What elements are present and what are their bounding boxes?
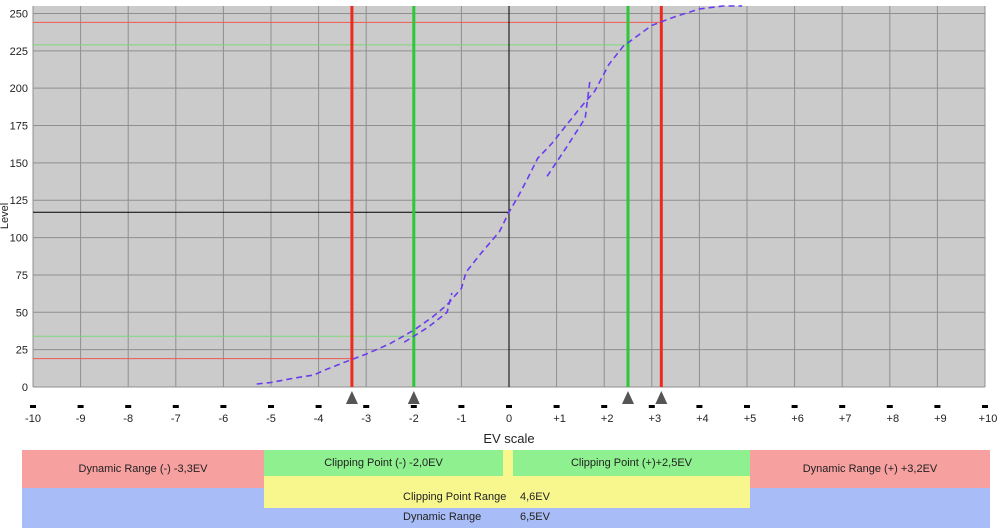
x-tick-mark (696, 405, 703, 408)
reference-level-lines (33, 6, 662, 387)
marker-triangle-icon (345, 391, 358, 404)
dynamic-range-pos-label: Dynamic Range (+) +3,2EV (802, 463, 938, 475)
x-tick-mark (363, 405, 370, 408)
marker-triangle-icon (655, 391, 668, 404)
clipping-pos-band: Clipping Point (+)+2,5EV (513, 450, 750, 476)
clipping-pos-label: Clipping Point (+)+2,5EV (570, 457, 693, 469)
dynamic-range-pos-band: Dynamic Range (+) +3,2EV (750, 450, 990, 488)
dynamic-range-band-right (750, 488, 990, 508)
y-tick-label: 250 (10, 8, 28, 20)
x-tick-mark (744, 405, 750, 408)
marker-lines (350, 6, 663, 387)
x-tick-label: +2 (601, 413, 614, 425)
x-tick-mark (77, 405, 84, 408)
x-tick-label: -7 (171, 413, 181, 425)
marker-triangle-icon (622, 391, 634, 404)
y-axis-label: Level (0, 203, 11, 229)
x-tick-label: +7 (839, 413, 852, 425)
x-tick-label: +5 (744, 413, 757, 425)
y-tick-label: 25 (16, 345, 28, 357)
x-tick-label: +3 (649, 413, 662, 425)
x-tick-label: +6 (791, 413, 804, 425)
clipping-range-band (264, 488, 750, 508)
clipping-range-value: 4,6EV (520, 491, 550, 503)
x-tick-label: -8 (123, 413, 133, 425)
series-line (546, 80, 591, 177)
y-tick-labels: 0 25 50 75 100 125 150 175 200 225 250 (10, 8, 28, 394)
marker-triangles (345, 391, 668, 404)
x-tick-label: -5 (266, 413, 276, 425)
x-tick-mark (220, 405, 227, 408)
x-tick-label: +1 (553, 413, 566, 425)
series-line (256, 5, 743, 385)
x-axis-label: EV scale (483, 431, 534, 446)
x-tick-mark (315, 405, 322, 408)
x-tick-mark (601, 405, 608, 408)
x-tick-label: -3 (361, 413, 371, 425)
x-tick-label: -9 (76, 413, 86, 425)
x-tick-mark (172, 405, 179, 408)
x-tick-mark (648, 405, 655, 408)
dynamic-range-neg-label: Dynamic Range (-) -3,3EV (78, 463, 208, 475)
x-tick-label: +8 (887, 413, 900, 425)
clipping-range-band-top (264, 476, 750, 488)
y-tick-label: 225 (10, 46, 28, 58)
x-tick-mark (934, 405, 941, 408)
clipping-zero-gap (503, 450, 513, 476)
y-tick-label: 0 (22, 382, 28, 394)
x-tick-label: 0 (506, 413, 512, 425)
y-tick-label: 125 (10, 195, 28, 207)
x-tick-mark (458, 405, 465, 408)
x-tick-label: +10 (979, 413, 998, 425)
x-tick-label: -4 (314, 413, 324, 425)
clipping-neg-label: Clipping Point (-) -2,0EV (324, 457, 443, 469)
x-tick-mark (553, 405, 560, 408)
x-tick-label: -2 (409, 413, 419, 425)
x-tick-mark (30, 405, 36, 408)
y-tick-label: 100 (10, 233, 28, 245)
x-tick-label: -1 (457, 413, 467, 425)
series-line (403, 292, 453, 343)
x-tick-mark (791, 405, 798, 408)
y-tick-label: 150 (10, 158, 28, 170)
marker-triangle-icon (407, 391, 420, 404)
dynamic-range-value: 6,5EV (520, 511, 550, 523)
x-tick-labels: -10 -9 -8 -7 -6 -5 -4 -3 -2 -1 0 +1 +2 +3 +4 +5 +6 +7 +8 +9… (25, 405, 997, 425)
x-tick-label: +4 (696, 413, 709, 425)
x-tick-mark (268, 405, 274, 408)
clipping-neg-band: Clipping Point (-) -2,0EV (264, 450, 503, 476)
x-tick-mark (410, 405, 417, 408)
x-tick-mark (982, 405, 988, 408)
dynamic-range-band (22, 508, 990, 528)
y-tick-label: 50 (16, 307, 28, 319)
x-tick-mark (125, 405, 132, 408)
dynamic-range-band-left (22, 488, 264, 508)
x-tick-mark (506, 405, 512, 408)
clipping-range-label: Clipping Point Range (403, 491, 507, 503)
dynamic-range-neg-band: Dynamic Range (-) -3,3EV (22, 450, 264, 488)
x-tick-label: +9 (934, 413, 947, 425)
y-tick-label: 175 (10, 121, 28, 133)
y-tick-label: 200 (10, 83, 28, 95)
y-tick-label: 75 (16, 270, 28, 282)
dynamic-range-label: Dynamic Range (403, 511, 482, 523)
x-tick-label: -6 (219, 413, 229, 425)
curve-series (256, 5, 743, 385)
x-tick-mark (886, 405, 893, 408)
x-tick-label: -10 (25, 413, 41, 425)
x-tick-mark (839, 405, 846, 408)
